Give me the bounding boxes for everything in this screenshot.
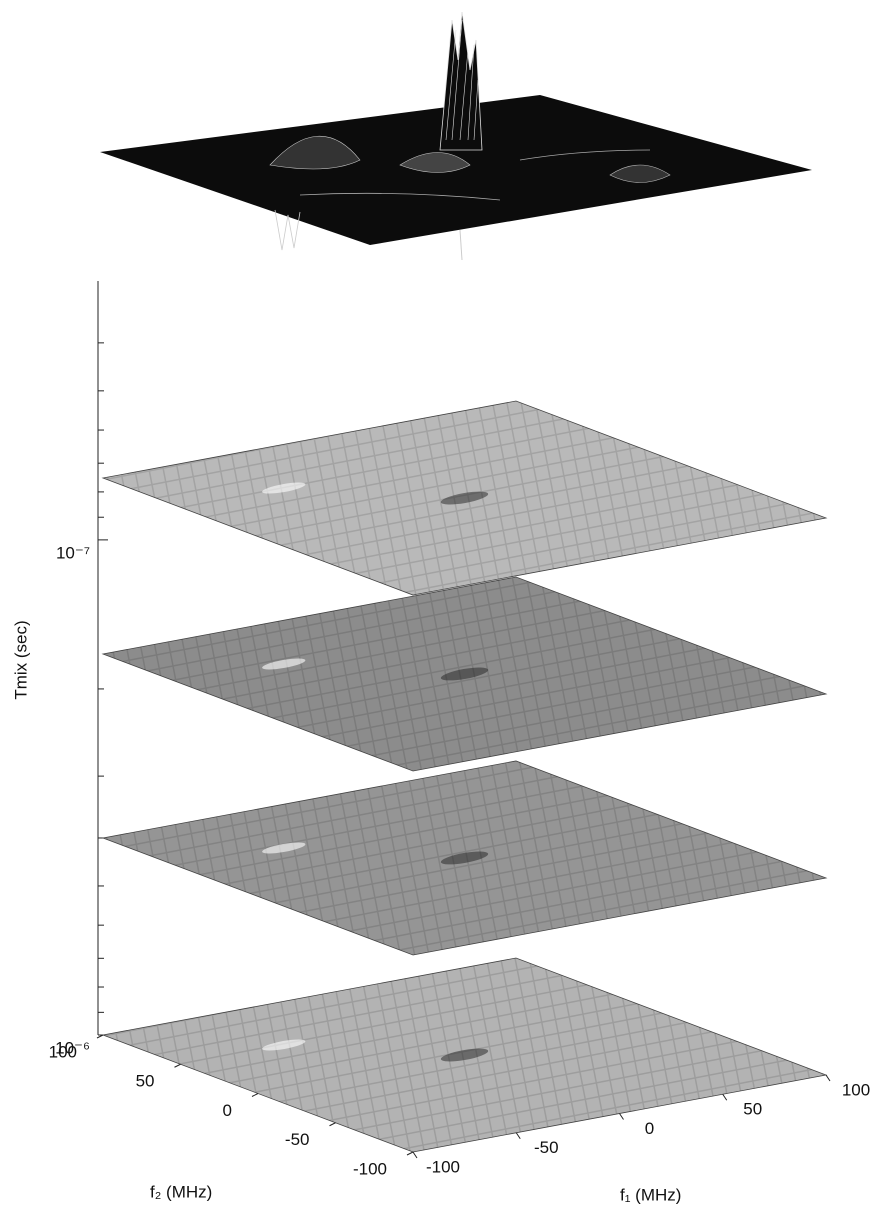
y-tick-label: 50 xyxy=(136,1072,155,1091)
y-tick-label: 100 xyxy=(49,1042,77,1061)
x-axis-label: f₁ (MHz) xyxy=(620,1185,681,1204)
z-tick-label: 10⁻⁷ xyxy=(56,543,90,562)
y-tick xyxy=(330,1123,336,1126)
x-tick-label: 0 xyxy=(645,1119,654,1138)
y-tick xyxy=(175,1064,181,1067)
x-tick-label: 100 xyxy=(842,1080,870,1099)
chart: Tmix (sec) f₂ (MHz) f₁ (MHz) 10⁻⁷10⁻⁶-10… xyxy=(0,0,872,1213)
y-tick-label: -100 xyxy=(353,1159,387,1178)
x-tick xyxy=(620,1114,624,1120)
x-tick-label: -100 xyxy=(426,1157,460,1176)
x-tick xyxy=(723,1094,727,1100)
page: {"chart_data": { "type": "slice-stack", … xyxy=(0,0,872,1213)
x-tick xyxy=(413,1152,417,1158)
x-tick xyxy=(826,1075,830,1081)
z-axis-label: Tmix (sec) xyxy=(11,620,30,699)
y-tick xyxy=(407,1152,413,1155)
y-tick-label: 0 xyxy=(223,1101,232,1120)
surface-plot xyxy=(100,12,812,260)
y-tick-label: -50 xyxy=(285,1130,310,1149)
x-tick-label: 50 xyxy=(743,1100,762,1119)
x-tick-label: -50 xyxy=(534,1138,559,1157)
y-tick xyxy=(252,1094,258,1097)
x-tick xyxy=(516,1133,520,1139)
y-axis-label: f₂ (MHz) xyxy=(150,1182,212,1201)
